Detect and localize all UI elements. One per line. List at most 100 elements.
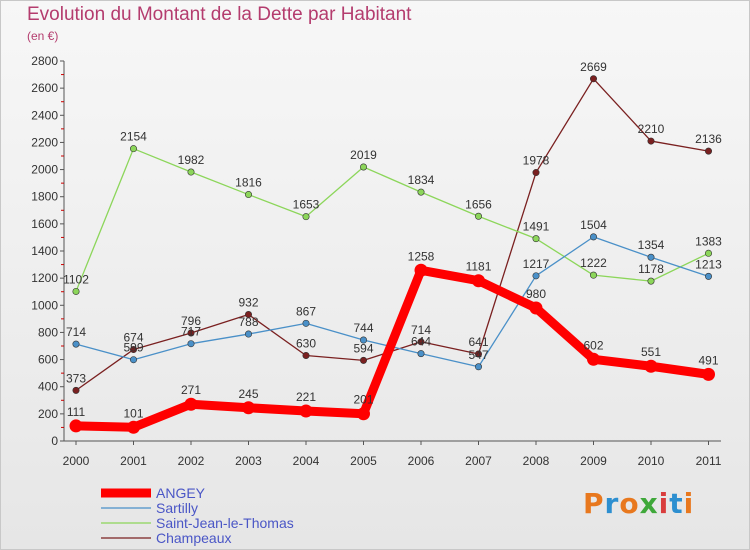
y-tick-label: 200	[38, 407, 58, 421]
y-tick-label: 2800	[31, 54, 58, 68]
data-label: 1978	[523, 154, 550, 168]
data-label: 1181	[466, 260, 492, 274]
data-label: 1834	[408, 173, 435, 187]
data-point	[245, 191, 253, 199]
data-point	[130, 356, 138, 364]
data-point	[72, 386, 80, 394]
data-point	[589, 233, 597, 241]
data-label: 674	[123, 331, 143, 345]
y-tick-label: 1400	[31, 244, 58, 258]
data-point	[242, 401, 255, 415]
x-tick-label: 2002	[178, 454, 205, 468]
x-tick-label: 2009	[580, 454, 607, 468]
data-point	[302, 319, 310, 327]
data-point	[187, 329, 195, 337]
proxiti-logo: Proxiti	[583, 487, 694, 520]
legend-label: Champeaux	[156, 530, 232, 546]
y-tick-label: 800	[38, 325, 58, 339]
y-tick-label: 600	[38, 353, 58, 367]
data-point	[302, 351, 310, 359]
data-label: 1504	[580, 218, 607, 232]
data-point	[647, 253, 655, 261]
data-point	[704, 147, 712, 155]
data-point	[644, 359, 658, 373]
y-tick-label: 400	[38, 380, 58, 394]
data-label: 1656	[465, 197, 492, 211]
data-label: 2136	[695, 132, 722, 146]
data-label: 644	[411, 335, 431, 349]
logo-letter: i	[658, 487, 670, 520]
data-point	[359, 336, 367, 344]
data-label: 547	[468, 348, 488, 362]
data-point	[302, 213, 310, 221]
x-tick-label: 2008	[523, 454, 550, 468]
data-point	[529, 301, 543, 315]
y-tick-label: 1800	[31, 190, 58, 204]
data-point	[702, 367, 715, 381]
data-point	[417, 350, 425, 358]
data-label: 599	[123, 341, 143, 355]
data-point	[417, 338, 425, 346]
data-point	[647, 277, 655, 285]
legend-label: Saint-Jean-le-Thomas	[156, 515, 294, 531]
data-label: 714	[66, 325, 86, 339]
data-label: 2154	[120, 130, 147, 144]
y-tick-label: 0	[51, 434, 58, 448]
data-label: 1102	[63, 272, 89, 286]
y-tick-label: 2200	[31, 135, 58, 149]
data-point	[299, 404, 313, 418]
data-label: 1213	[695, 257, 722, 271]
data-label: 7⁠14	[411, 323, 431, 337]
logo-letter: x	[639, 487, 659, 520]
data-label: 1491	[523, 220, 550, 234]
data-point	[589, 271, 597, 279]
x-tick-label: 2000	[63, 454, 90, 468]
data-label: 1217	[523, 257, 550, 271]
logo-letter: P	[583, 487, 605, 520]
data-label: 373	[66, 371, 86, 385]
data-label: 491	[698, 353, 718, 367]
data-point	[357, 407, 370, 421]
chart-title: Evolution du Montant de la Dette par Hab…	[27, 4, 412, 25]
data-point	[184, 397, 198, 411]
y-tick-label: 1200	[31, 271, 58, 285]
data-label: 1383	[695, 234, 722, 248]
series-line-angey	[71, 265, 713, 432]
y-tick-label: 1600	[31, 217, 58, 231]
data-label: 641	[468, 335, 488, 349]
x-tick-label: 2004	[293, 454, 320, 468]
logo-letter: i	[683, 487, 695, 520]
data-point	[359, 356, 367, 364]
data-label: 2210	[638, 122, 665, 136]
data-point	[704, 249, 712, 257]
data-label: 1258	[408, 249, 435, 263]
data-point	[245, 311, 253, 319]
y-tick-label: 1000	[31, 298, 58, 312]
logo-letter: t	[669, 487, 684, 520]
data-label: 796	[181, 314, 201, 328]
data-point	[472, 274, 485, 288]
data-label: 221	[296, 390, 316, 404]
data-label: 1354	[638, 238, 665, 252]
data-label: 744	[353, 321, 373, 335]
data-point	[647, 137, 655, 145]
data-label: 1222	[580, 256, 607, 270]
data-label: 1653	[293, 198, 320, 212]
data-point	[704, 272, 712, 280]
data-point	[532, 272, 540, 280]
data-point	[245, 330, 253, 338]
data-label: 980	[526, 287, 546, 301]
data-label: 867	[296, 304, 316, 318]
data-point	[130, 346, 138, 354]
data-point	[187, 168, 195, 176]
x-tick-label: 2007	[465, 454, 492, 468]
x-tick-label: 2011	[696, 454, 722, 468]
data-point	[532, 169, 540, 177]
data-label: 602	[583, 338, 603, 352]
data-label: 101	[123, 406, 143, 420]
legend-label: Sartilly	[156, 500, 198, 516]
x-tick-label: 2003	[235, 454, 262, 468]
x-tick-label: 2010	[638, 454, 665, 468]
